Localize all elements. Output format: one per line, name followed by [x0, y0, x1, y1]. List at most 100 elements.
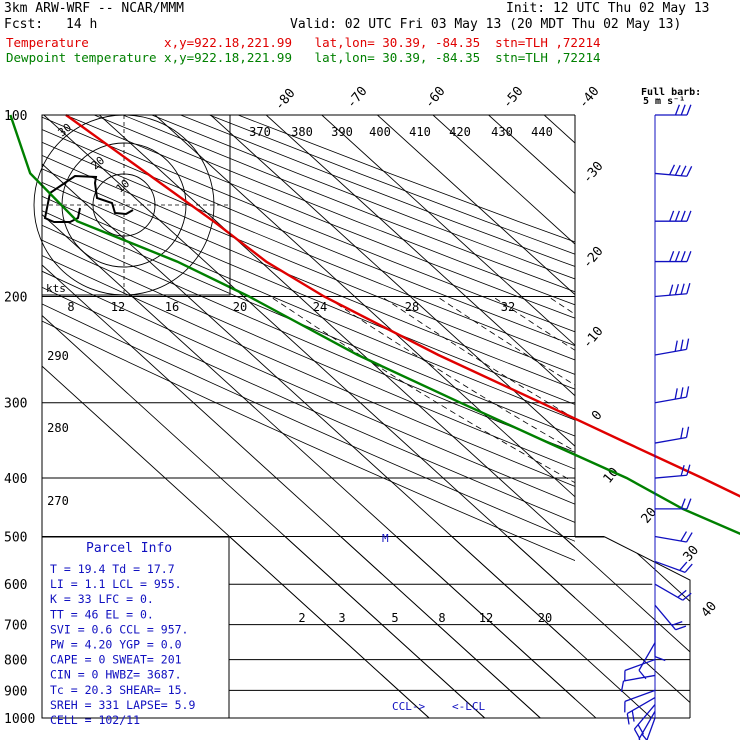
isotherm-label: 30: [681, 543, 703, 565]
wind-barb: [655, 104, 692, 116]
isotherm-line: [543, 537, 690, 718]
theta-label: 420: [449, 125, 471, 139]
moist-adiabat: [269, 296, 575, 484]
mixing-ratio-label: 20: [233, 300, 247, 314]
wind-barb: [624, 689, 656, 713]
forecast-hour: 14 h: [66, 17, 98, 32]
mixing-ratio-label: 5: [391, 611, 398, 625]
dewpoint-profile: [9, 114, 740, 535]
isotherm-line: [42, 537, 597, 718]
parcel-info-row: LI = 1.1 LCL = 955.: [50, 577, 182, 591]
dry-adiabat: [42, 210, 575, 437]
pressure-tick-label: 1000: [4, 712, 35, 727]
isotherm-label: 0: [589, 408, 606, 424]
dry-adiabat: [42, 239, 575, 470]
isotherm-line: [377, 537, 690, 718]
wind-barb: [654, 338, 690, 356]
wind-barb: [654, 426, 690, 444]
wind-barb: [655, 498, 692, 510]
theta-label: 270: [47, 494, 69, 508]
isotherm-line: [321, 115, 575, 346]
temperature-profile: [65, 114, 740, 498]
isotherm-label: 20: [639, 505, 661, 527]
wind-barb: [624, 658, 656, 682]
moist-adiabat: [547, 296, 575, 315]
isotherm-line: [265, 537, 690, 718]
mixing-ratio-label: 16: [165, 300, 179, 314]
dry-adiabat: [42, 303, 575, 542]
parcel-info-box: [41, 536, 230, 719]
parcel-info-row: SREH = 331 LAPSE= 5.9: [50, 698, 195, 712]
forecast-label: Fcst:: [4, 17, 44, 32]
mixing-ratio-label: 12: [479, 611, 493, 625]
parcel-info-rows: T = 19.4 Td = 17.7LI = 1.1 LCL = 955.K =…: [50, 562, 195, 727]
wind-barb: [620, 674, 656, 692]
dry-adiabat: [42, 320, 575, 562]
pressure-tick-label: 700: [4, 619, 27, 634]
moist-adiabat: [492, 296, 575, 351]
wind-barb: [654, 386, 690, 404]
theta-label: 370: [249, 125, 271, 139]
wind-barb: [654, 164, 693, 177]
valid-time: Valid: 02 UTC Fri 03 May 13 (20 MDT Thu …: [290, 17, 682, 32]
isotherm-label: -30: [580, 159, 607, 187]
isotherm-label: -40: [576, 84, 603, 112]
mixing-ratio-label: 2: [298, 611, 305, 625]
marker-lcl: <-LCL: [452, 700, 485, 713]
wind-barb: [638, 711, 656, 740]
profiles: M CCL-> <-LCL: [9, 114, 740, 713]
parcel-info-row: CIN = 0 HWBZ= 3687.: [50, 668, 182, 682]
isotherm-line: [42, 537, 430, 718]
dry-adiabat: [42, 195, 575, 421]
hodograph-trace: [43, 174, 134, 223]
parcel-info-row: CAPE = 0 SWEAT= 201: [50, 653, 182, 667]
wind-barb: [638, 642, 656, 680]
marker-ccl: CCL->: [392, 700, 425, 713]
hodograph-frame: [41, 114, 231, 296]
pressure-tick-label: 600: [4, 578, 27, 593]
isotherm-label: -50: [500, 84, 527, 112]
isotherm-line: [210, 115, 575, 447]
dry-adiabat: [180, 115, 575, 267]
isotherm-line: [99, 115, 575, 548]
dry-adiabat: [42, 286, 575, 523]
wind-barb: [626, 697, 656, 725]
isotherm-line: [711, 115, 740, 718]
theta-label: 410: [409, 125, 431, 139]
isotherm-label: -10: [580, 324, 607, 352]
isotherm-line: [42, 537, 541, 718]
isotherm-label: 40: [699, 599, 721, 621]
pressure-tick-label: 100: [4, 109, 27, 124]
theta-label: 390: [331, 125, 353, 139]
dewpoint-legend: Dewpoint temperature x,y=922.18,221.99 l…: [6, 50, 601, 65]
dry-adiabat: [42, 154, 575, 375]
wind-barb: [633, 704, 656, 739]
isotherm-line: [377, 115, 575, 296]
dry-adiabat: [42, 270, 575, 505]
dry-adiabat: [42, 224, 575, 453]
wind-barb: [646, 717, 656, 740]
init-time: Init: 12 UTC Thu 02 May 13: [506, 1, 710, 16]
isotherm-line: [42, 537, 486, 718]
mixing-ratio-label: 24: [313, 300, 327, 314]
pressure-tick-label: 500: [4, 530, 27, 545]
wind-barb: [654, 560, 693, 573]
dry-adiabat: [42, 168, 575, 390]
mixing-ratio-label: 32: [501, 300, 515, 314]
isotherm-line: [43, 115, 575, 599]
parcel-info-row: TT = 46 EL = 0.: [50, 607, 154, 621]
wind-barb: [655, 251, 692, 263]
wind-barbs: [620, 104, 693, 740]
isotherm-line: [42, 537, 652, 718]
dry-adiabat: [151, 115, 575, 280]
parcel-info-row: SVI = 0.6 CCL = 957.: [50, 622, 188, 636]
mixing-ratio-label: 12: [111, 300, 125, 314]
isotherm-line: [711, 115, 740, 718]
pressure-tick-label: 400: [4, 472, 27, 487]
pressure-tick-label: 300: [4, 397, 27, 412]
wind-barb: [654, 604, 687, 631]
pressure-tick-label: 200: [4, 291, 27, 306]
mixing-ratio-label: 3: [338, 611, 345, 625]
wind-barb: [654, 583, 692, 601]
